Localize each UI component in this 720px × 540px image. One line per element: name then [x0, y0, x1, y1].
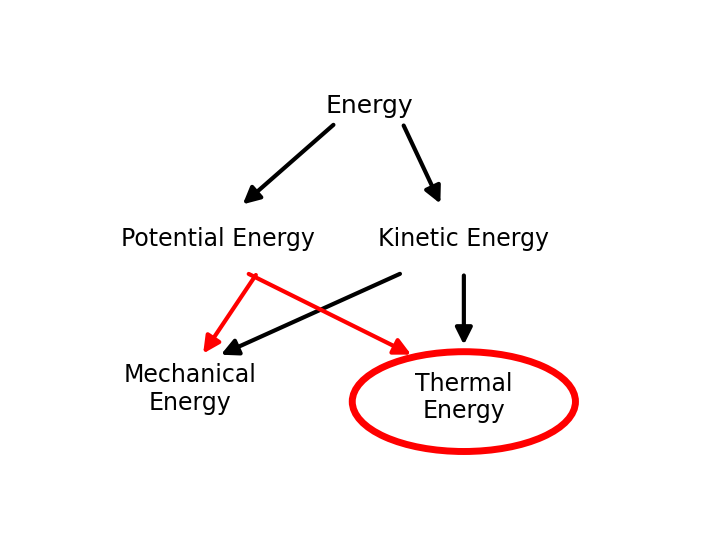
Text: Kinetic Energy: Kinetic Energy — [379, 227, 549, 252]
Text: Potential Energy: Potential Energy — [122, 227, 315, 252]
Text: Thermal
Energy: Thermal Energy — [415, 372, 513, 423]
Text: Mechanical
Energy: Mechanical Energy — [124, 363, 257, 415]
Text: Energy: Energy — [325, 94, 413, 118]
